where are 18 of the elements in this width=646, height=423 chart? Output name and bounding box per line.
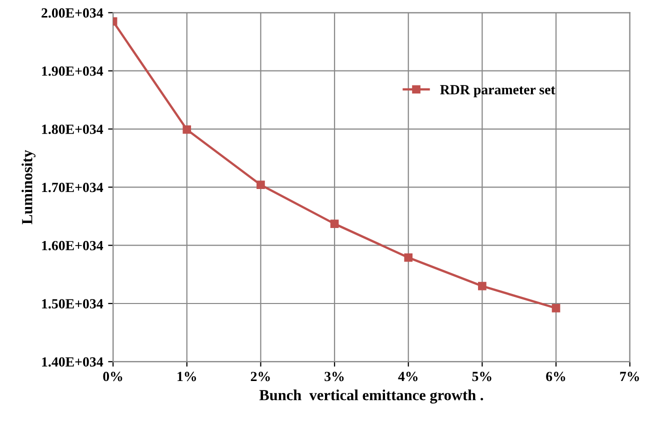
y-tick-label: 2.00E+034 xyxy=(42,8,104,18)
y-tick-label: 1.40E+034 xyxy=(42,357,104,367)
x-tick-label: 0% xyxy=(103,372,122,382)
x-tick-label: 3% xyxy=(324,372,344,382)
x-tick-label: 6% xyxy=(546,372,566,382)
y-tick-label: 1.60E+034 xyxy=(42,240,104,250)
x-tick-label: 7% xyxy=(620,372,639,382)
x-tick-label: 5% xyxy=(472,372,492,382)
x-tick-label: 1% xyxy=(178,372,196,382)
y-tick-label: 1.90E+034 xyxy=(42,66,104,76)
y-tick-label: 1.70E+034 xyxy=(42,182,104,192)
y-tick-label: 1.50E+034 xyxy=(42,299,104,309)
y-tick-label: 1.80E+034 xyxy=(42,124,104,134)
y-axis-title: Luminosity xyxy=(22,150,36,224)
x-tick-label: 4% xyxy=(398,372,418,382)
x-tick-label: 2% xyxy=(250,372,270,382)
legend-label: RDR parameter set xyxy=(440,85,556,98)
x-axis-title: Bunch vertical emittance growth . xyxy=(259,390,484,404)
